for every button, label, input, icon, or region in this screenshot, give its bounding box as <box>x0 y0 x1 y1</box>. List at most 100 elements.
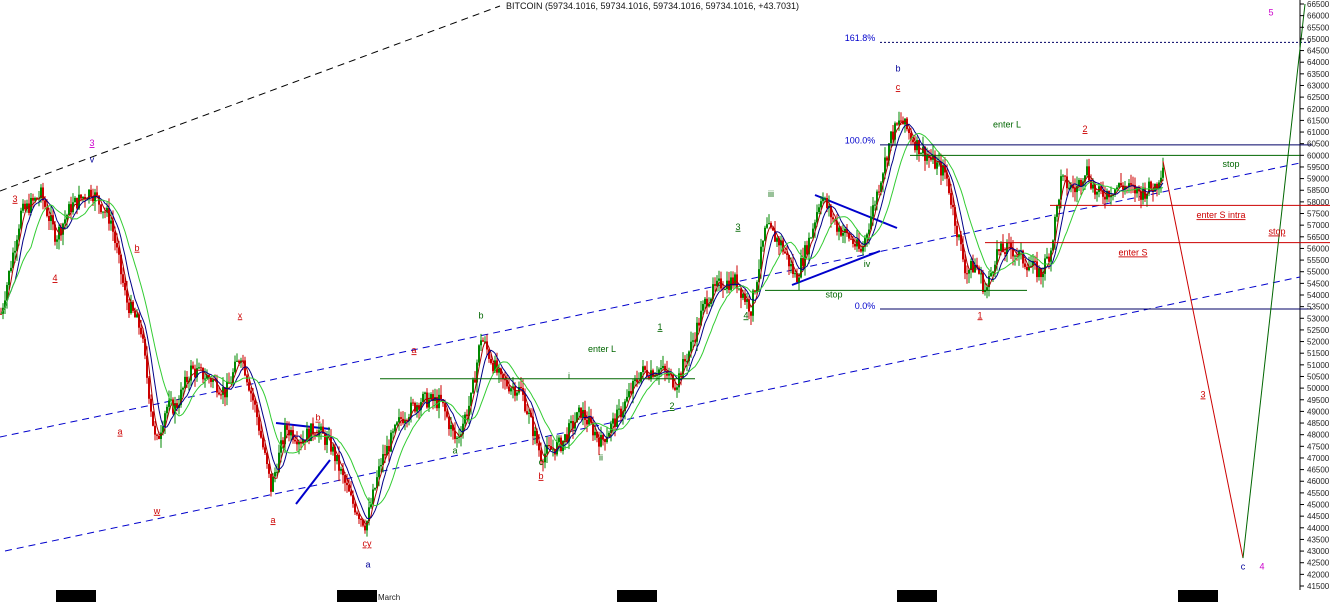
candle-body <box>1120 183 1122 186</box>
candle-body <box>746 299 748 302</box>
candle-body <box>1146 193 1148 199</box>
candle-body <box>528 412 530 414</box>
x-axis-block <box>897 590 937 602</box>
candle-body <box>648 376 650 379</box>
y-tick-label: 56000 <box>1307 244 1330 253</box>
candle-body <box>124 282 126 291</box>
candle-body <box>474 379 476 383</box>
candle-body <box>1046 256 1048 259</box>
candle-body <box>234 361 236 373</box>
candle-body <box>786 253 788 256</box>
candle-body <box>34 197 36 201</box>
candle-body <box>318 430 320 436</box>
candle-body <box>22 203 24 211</box>
candle-body <box>1080 179 1082 187</box>
y-tick-label: 55500 <box>1307 256 1330 265</box>
candle-body <box>972 260 974 273</box>
y-tick-label: 47000 <box>1307 454 1330 463</box>
candle-body <box>784 251 786 254</box>
candle-body <box>542 461 544 463</box>
candle-body <box>166 406 168 414</box>
candle-body <box>210 378 212 382</box>
wave-annotation-label: b <box>478 310 483 320</box>
candle-body <box>928 155 930 158</box>
candle-body <box>790 264 792 267</box>
wave-annotation-label: x <box>238 310 243 320</box>
candle-body <box>1122 185 1124 190</box>
wave-annotation-label: c <box>896 82 901 92</box>
candle-body <box>354 503 356 513</box>
candle-body <box>1124 186 1126 190</box>
candle-body <box>1074 188 1076 193</box>
candle-body <box>846 228 848 234</box>
candle-body <box>504 379 506 381</box>
candle-body <box>1016 255 1018 257</box>
candle-body <box>524 394 526 412</box>
candle-body <box>534 430 536 437</box>
candle-body <box>590 416 592 423</box>
candle-body <box>580 407 582 418</box>
wave-annotation-label: 3 <box>89 138 94 148</box>
candle-body <box>1028 266 1030 271</box>
candle-body <box>582 410 584 418</box>
candle-body <box>950 193 952 205</box>
x-axis-block <box>1178 590 1218 602</box>
candle-body <box>170 399 172 401</box>
candle-body <box>662 365 664 369</box>
candle-body <box>552 449 554 451</box>
y-tick-label: 54500 <box>1307 279 1330 288</box>
wave-annotation-label: enter S intra <box>1196 210 1245 220</box>
candle-body <box>392 431 394 433</box>
candle-body <box>990 273 992 277</box>
candle-body <box>412 402 414 404</box>
candle-body <box>882 173 884 183</box>
candle-body <box>1056 205 1058 217</box>
candle-body <box>246 375 248 383</box>
candle-body <box>668 373 670 376</box>
candle-body <box>470 392 472 406</box>
candle-body <box>312 423 314 435</box>
triangle-line <box>295 459 331 505</box>
y-tick-label: 61500 <box>1307 116 1330 125</box>
candle-body <box>1086 166 1088 176</box>
candle-body <box>688 351 690 362</box>
wave-annotation-label: 4 <box>52 273 57 283</box>
candle-body <box>174 403 176 414</box>
candle-body <box>624 401 626 412</box>
candle-body <box>830 205 832 218</box>
candle-body <box>268 464 270 474</box>
y-tick-label: 46500 <box>1307 466 1330 475</box>
candle-body <box>148 377 150 399</box>
candle-body <box>456 437 458 439</box>
candle-body <box>480 340 482 346</box>
candle-body <box>598 437 600 447</box>
candle-body <box>948 178 950 194</box>
candle-body <box>88 189 90 200</box>
candle-body <box>776 238 778 242</box>
candle-body <box>738 288 740 290</box>
candle-body <box>502 374 504 380</box>
wave-annotation-label: w <box>153 506 161 516</box>
candle-body <box>646 369 648 377</box>
candle-body <box>804 245 806 266</box>
candle-body <box>426 392 428 408</box>
candle-body <box>1118 183 1120 188</box>
candle-body <box>566 434 568 442</box>
wave-annotation-label: v <box>90 154 95 164</box>
candle-body <box>1100 186 1102 191</box>
candle-body <box>526 411 528 414</box>
candle-body <box>788 255 790 267</box>
candle-body <box>360 518 362 520</box>
candle-body <box>596 431 598 438</box>
candle-body <box>864 237 866 247</box>
candle-body <box>632 381 634 394</box>
candle-body <box>352 495 354 504</box>
candle-body <box>32 197 34 201</box>
candle-body <box>28 203 30 213</box>
candle-body <box>896 123 898 125</box>
candle-body <box>238 360 240 363</box>
candle-body <box>424 392 426 394</box>
wave-annotation-label: a <box>411 345 416 355</box>
candle-body <box>808 237 810 255</box>
candle-body <box>140 327 142 335</box>
